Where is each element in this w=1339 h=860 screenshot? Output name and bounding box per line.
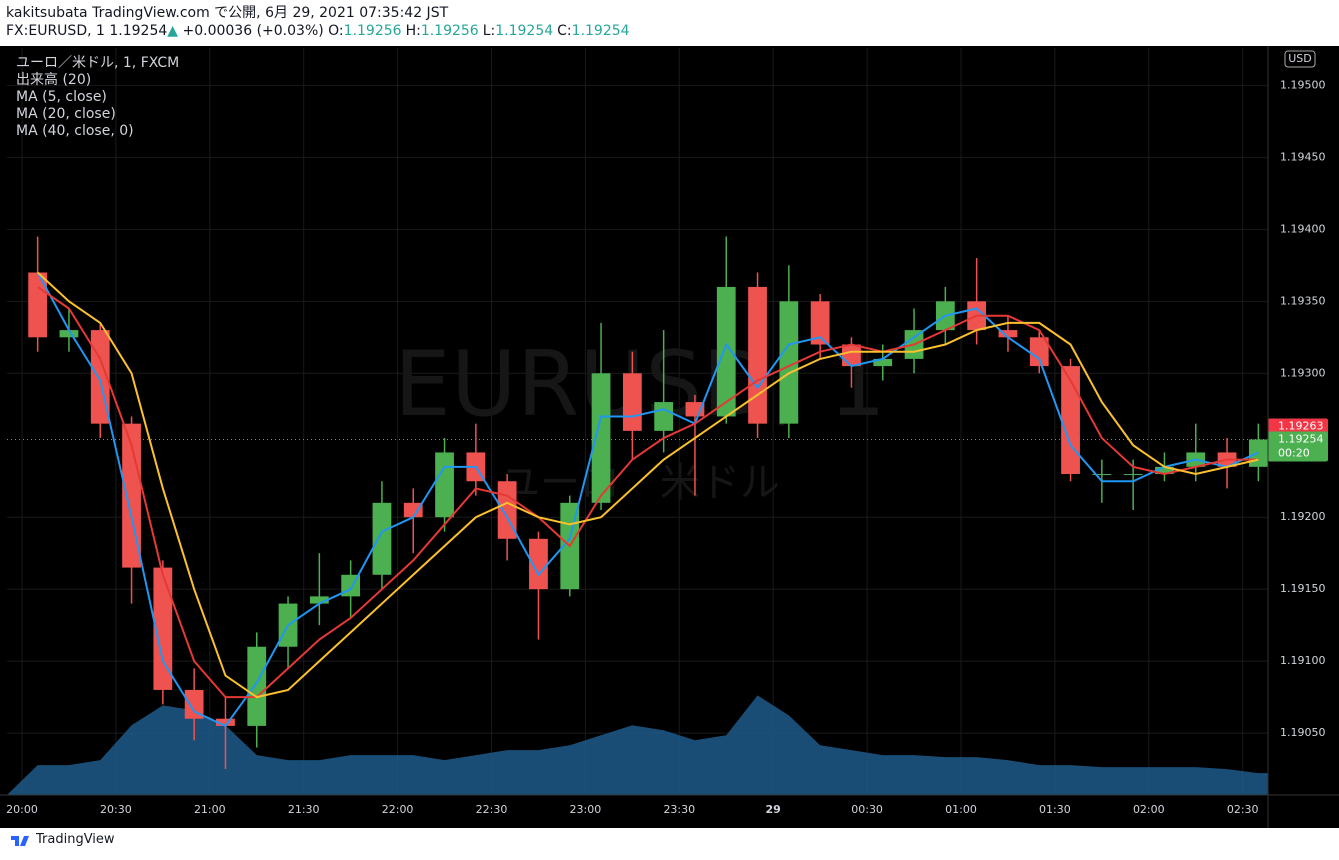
x-tick-label: 01:30 [1039,803,1071,816]
logo [11,835,29,846]
candle-body [1155,466,1174,475]
candle-body [842,344,861,367]
header: kakitsubata TradingView.com で公開, 6月 29, … [6,4,634,40]
watermark: ユーロ／米ドル [500,460,780,506]
arrow: ▲ [167,23,179,39]
ma-line [37,286,1259,699]
y-tick-label: 1.19350 [1280,294,1326,307]
x-tick-label: 01:00 [945,803,977,816]
candle-body [153,567,173,690]
ohlc: O:1.19256 H:1.19256 L:1.19254 C:1.19254 [328,23,633,39]
y-tick-label: 1.19450 [1280,150,1326,163]
x-tick-label: 22:00 [382,803,414,816]
chart-bg [0,46,1339,828]
last-price-tag [1268,431,1328,462]
candle-body [654,402,674,431]
x-tick-label: 21:00 [194,803,226,816]
symbol: FX:EURUSD, 1 [6,23,105,39]
price-tag [1268,418,1328,435]
candle-body [998,330,1018,338]
chart: 1.19500 1.19450 1.19400 1.19350 1.19300 1.192… [0,46,1339,828]
x-tick-label: 22:30 [476,803,508,816]
candle-body [748,286,767,424]
y-tick-label: 1.19300 [1280,366,1326,379]
ohlc-value: 1.19256 [420,23,479,39]
x-tick-label: 00:30 [851,803,883,816]
legend-entry: MA (5, close) [16,89,107,105]
legend-entry: ユーロ／米ドル, 1, FXCM [16,55,179,71]
candle-body [122,423,141,568]
candle-body [622,373,642,431]
candle-body [529,538,548,590]
x-tick-label: 29 [766,803,781,816]
ohlc-label: H: [405,23,421,39]
brand: TradingView [36,832,115,847]
legend-entry: 出来高 (20) [16,71,91,88]
legend-entry: MA (20, close) [16,106,116,122]
y-tick-label: 1.19150 [1280,582,1326,595]
ma-line [36,272,1259,728]
countdown: 00:20 [1278,446,1310,459]
last: 1.19254 [109,23,168,39]
footer: TradingView [10,832,115,847]
y-tick-label: 1.19200 [1280,510,1326,523]
x-tick-label: 20:00 [6,803,38,816]
ohlc-label: C: [557,23,572,39]
candle-body [247,646,267,726]
candle-body [873,358,893,367]
ohlc-value: 1.19254 [571,23,630,39]
x-tick-label: 23:30 [663,803,695,816]
candle-body [216,718,235,726]
candle-body [1061,366,1080,475]
ohlc-value: 1.19256 [343,23,402,39]
candle-body [403,502,423,518]
candle-body [435,452,454,518]
candle-body [28,272,48,338]
candle-body [59,330,79,338]
currency-box [1284,50,1316,68]
legend-entry: MA (40, close, 0) [16,123,134,139]
y-tick-label: 1.19500 [1280,78,1326,91]
volume-area [7,695,1268,795]
candle-body [1029,337,1049,367]
x-tick-label: 20:30 [100,803,132,816]
candle-body [810,301,830,345]
quote-line: FX:EURUSD, 1 1.19254▲ +0.00036 (+0.03%) … [6,22,634,40]
y-tick-label: 1.19100 [1280,654,1326,667]
ohlc-value: 1.19254 [495,23,554,39]
x-tick-label: 23:00 [570,803,602,816]
y-tick-label: 1.19400 [1280,222,1326,235]
x-tick-label: 02:30 [1227,803,1259,816]
candle-body [779,301,799,424]
candle-body [716,286,736,417]
publisher: kakitsubata TradingView.com で公開, 6月 29, … [6,5,449,21]
candle-body [1123,474,1143,476]
last-price-label: 1.19254 [1278,432,1324,445]
ma-line [36,271,1259,699]
x-tick-label: 02:00 [1133,803,1165,816]
candle-body [309,596,329,604]
ohlc-label: O: [328,23,344,39]
candle-body [591,373,611,503]
ohlc-label: L: [482,23,496,39]
candle-body [1092,474,1112,476]
candle-body [372,502,392,575]
price-tag-label: 1.19263 [1278,420,1324,433]
candle-body [184,689,204,719]
currency: USD [1288,52,1312,65]
change: +0.00036 (+0.03%) [182,23,324,39]
y-tick-label: 1.19050 [1280,726,1326,739]
x-tick-label: 21:30 [288,803,320,816]
